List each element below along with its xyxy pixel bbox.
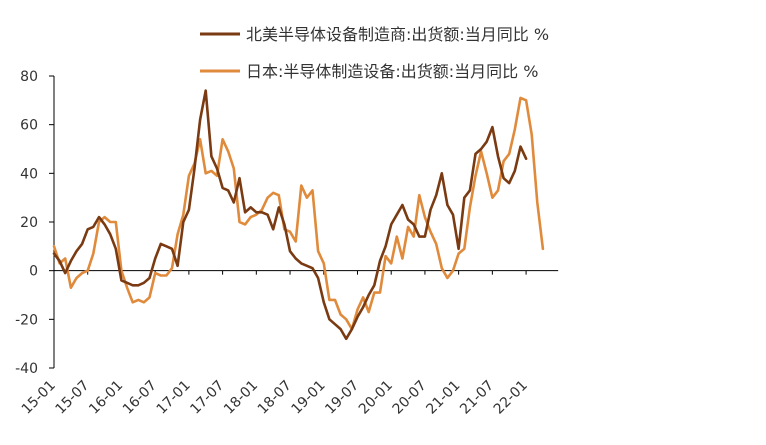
x-tick-label: 21-01 [423,378,463,418]
y-tick-label: 40 [20,166,38,182]
y-tick-label: -20 [15,312,38,328]
x-tick-label: 18-01 [221,378,261,418]
x-tick-label: 16-07 [120,378,160,418]
x-tick-label: 19-07 [322,378,362,418]
y-tick-label: 0 [29,264,38,280]
y-axis-ticks: -40 -20 0 20 40 60 80 [15,69,54,377]
legend-label-north-america: 北美半导体设备制造商:出货额:当月同比 % [246,25,549,44]
x-axis-ticks: 15-0115-0716-0116-0717-0117-0718-0118-07… [19,270,531,418]
x-tick-label: 16-01 [86,378,126,418]
legend: 北美半导体设备制造商:出货额:当月同比 % 日本:半导体制造设备:出货额:当月同… [200,25,549,81]
y-tick-label: 20 [20,215,38,231]
x-tick-label: 17-07 [187,378,227,418]
x-tick-label: 18-07 [255,378,295,418]
legend-label-japan: 日本:半导体制造设备:出货额:当月同比 % [246,62,538,81]
axes [53,76,559,368]
x-tick-label: 19-01 [289,378,329,418]
x-tick-label: 15-07 [52,378,92,418]
x-tick-label: 21-07 [457,378,497,418]
x-tick-label: 22-01 [491,378,531,418]
series-line-north-america [52,89,528,341]
x-tick-label: 20-07 [390,378,430,418]
series-layer [52,89,545,341]
y-tick-label: 60 [20,118,38,134]
y-tick-label: 80 [20,69,38,85]
x-tick-label: 15-01 [19,378,59,418]
x-tick-label: 17-01 [154,378,194,418]
y-tick-label: -40 [15,361,38,377]
x-tick-label: 20-01 [356,378,396,418]
series-line-japan [52,96,545,331]
